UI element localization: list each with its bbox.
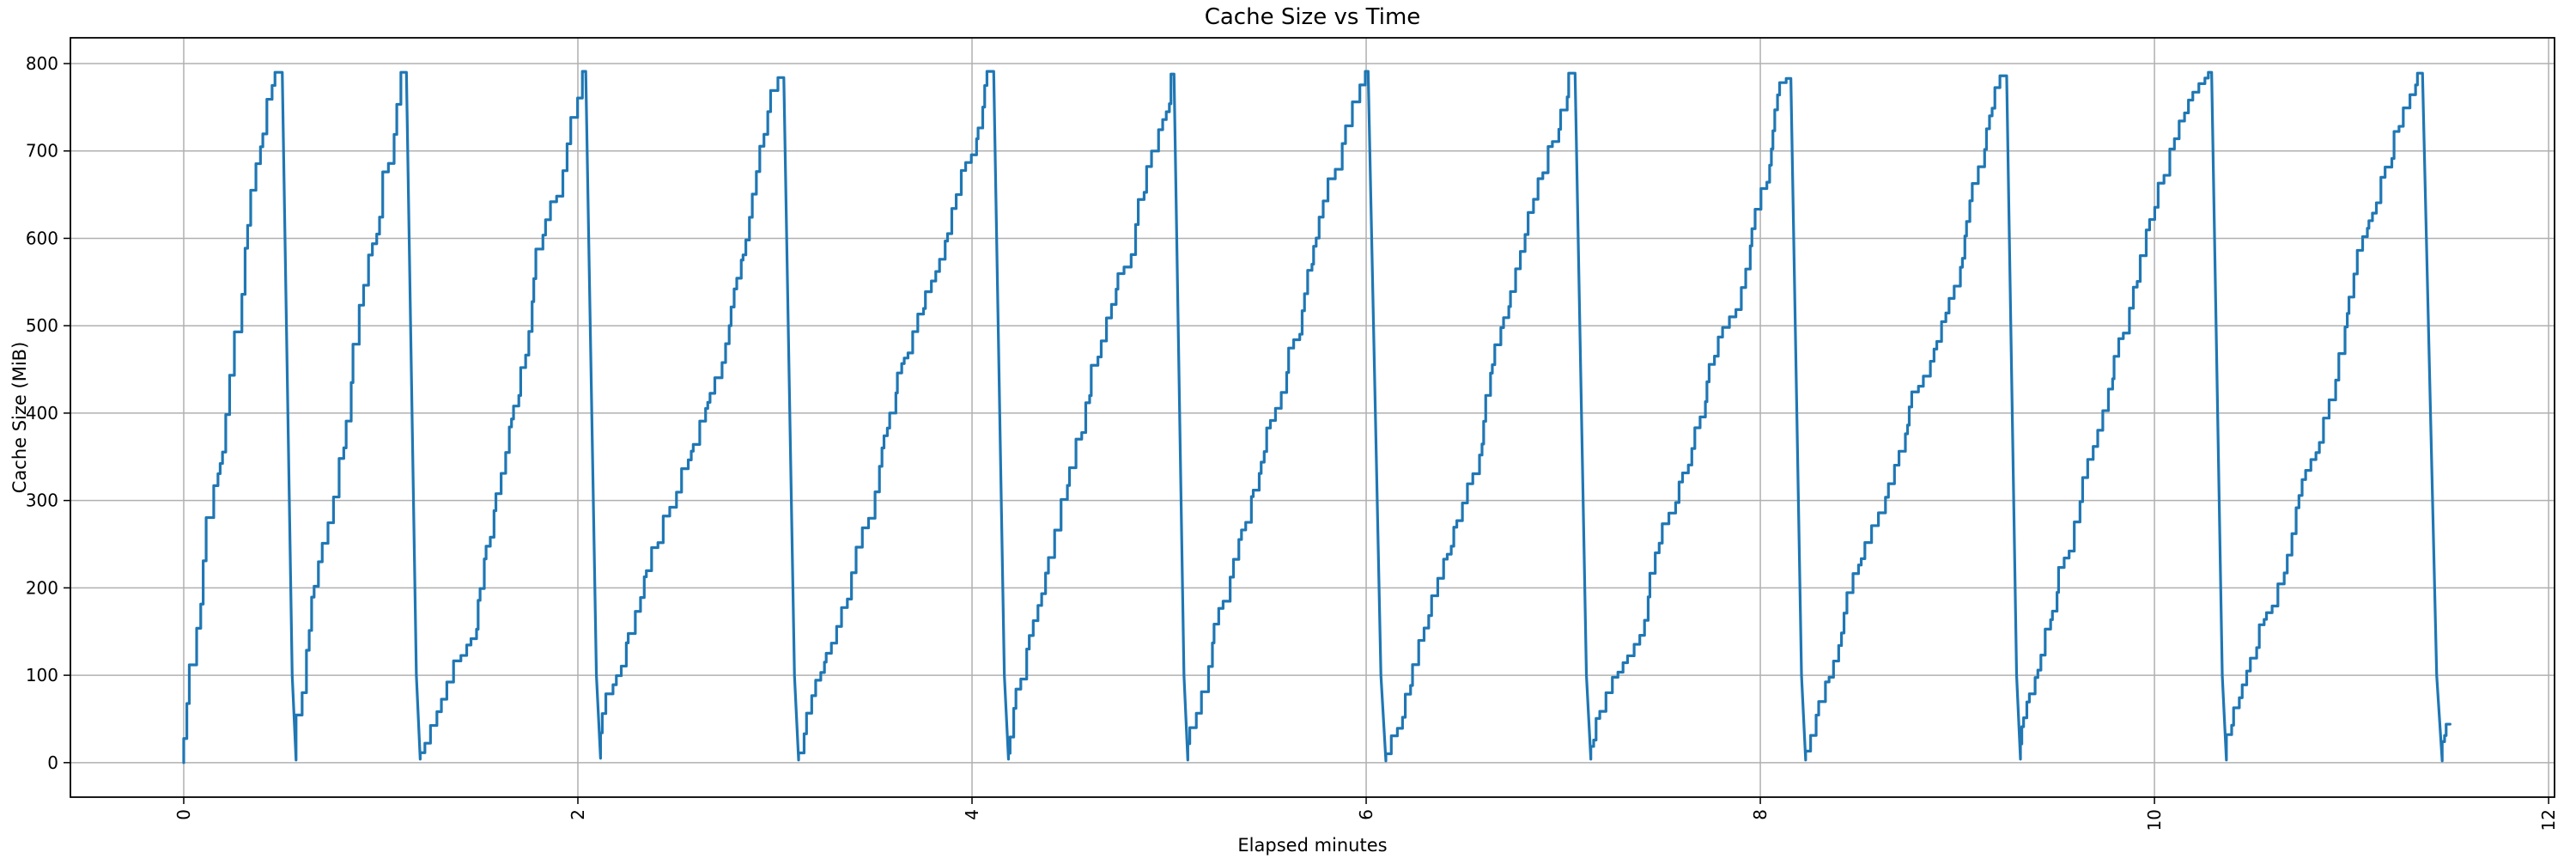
x-tick-label: 8 (1750, 809, 1771, 820)
x-tick-label-group: 0 (173, 809, 194, 820)
tick-marks (64, 63, 2549, 804)
tick-labels: 0 2 4 6 8 10 12 0 100 200 300 400 500 600 700 800 (26, 53, 2559, 831)
y-tick-label: 700 (26, 141, 58, 161)
x-tick-label: 2 (568, 809, 588, 820)
x-tick-label: 10 (2144, 809, 2165, 831)
y-tick-label: 200 (26, 577, 58, 598)
x-tick-label-group: 10 (2144, 809, 2165, 831)
x-axis-label: Elapsed minutes (1237, 835, 1387, 856)
x-tick-label-group: 4 (962, 809, 982, 820)
y-tick-label: 500 (26, 315, 58, 336)
chart-title: Cache Size vs Time (1205, 4, 1421, 30)
series-layer (182, 70, 2451, 765)
cache-size-line (182, 70, 2451, 765)
y-axis-label: Cache Size (MiB) (9, 342, 30, 494)
y-tick-label: 100 (26, 665, 58, 685)
x-tick-label-group: 2 (568, 809, 588, 820)
y-tick-label: 300 (26, 490, 58, 511)
x-tick-label-group: 12 (2538, 809, 2559, 831)
y-tick-label: 400 (26, 403, 58, 423)
x-tick-label: 4 (962, 809, 982, 820)
y-tick-label: 800 (26, 53, 58, 74)
x-tick-label: 12 (2538, 809, 2559, 831)
y-tick-label: 0 (47, 752, 58, 773)
plot-border (70, 37, 2555, 798)
gridlines (70, 38, 2555, 797)
x-tick-label-group: 8 (1750, 809, 1771, 820)
y-tick-label: 600 (26, 228, 58, 248)
x-tick-label: 6 (1356, 809, 1376, 820)
x-tick-label-group: 6 (1356, 809, 1376, 820)
x-tick-label: 0 (173, 809, 194, 820)
